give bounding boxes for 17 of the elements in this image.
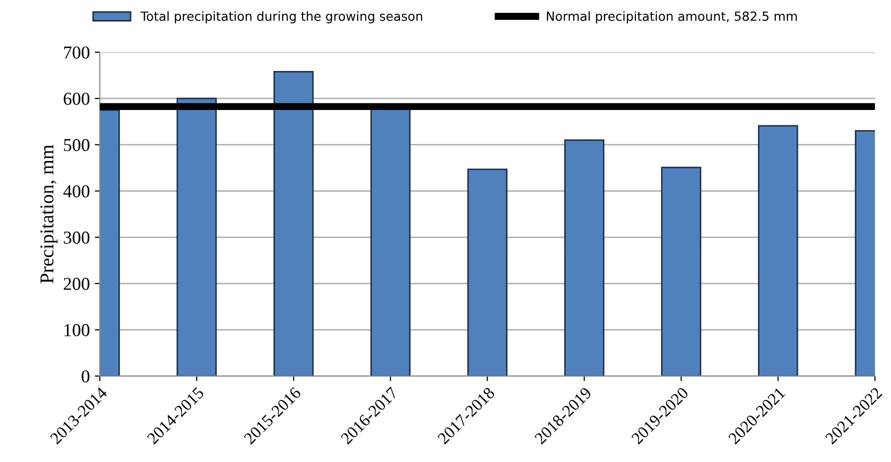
y-tick-label: 100 [64, 324, 90, 336]
bar [758, 125, 798, 376]
y-tick-label: 0 [82, 370, 90, 383]
y-tick-label: 400 [63, 185, 90, 198]
y-tick-label: 200 [64, 278, 90, 290]
bar [176, 98, 217, 376]
y-tick-label: 300 [64, 232, 90, 244]
bar [661, 166, 702, 376]
y-tick-label: 700 [64, 46, 90, 59]
legend-label: Total precipitation during the growing season [140, 11, 422, 24]
bar [564, 139, 604, 376]
y-axis-title: Precipitation, mm [40, 144, 58, 284]
legend-label: Normal precipitation amount, 582.5 mm [546, 11, 797, 24]
y-tick-label: 500 [64, 138, 90, 152]
bar [467, 168, 508, 376]
bar [274, 70, 314, 376]
y-tick-label: 600 [64, 92, 90, 105]
